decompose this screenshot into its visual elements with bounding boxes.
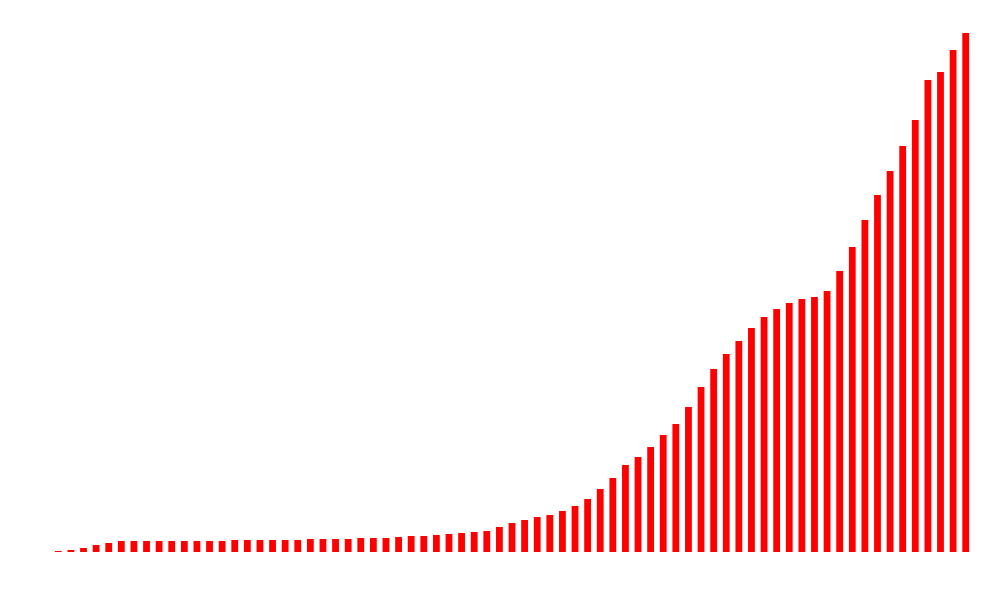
bar xyxy=(143,541,150,552)
bar xyxy=(949,50,957,552)
bar xyxy=(937,72,944,552)
bar xyxy=(710,369,718,552)
bar xyxy=(168,541,176,552)
bar xyxy=(899,146,907,552)
bar xyxy=(206,541,213,552)
bar xyxy=(798,299,806,552)
bar xyxy=(458,533,465,552)
bar xyxy=(546,515,554,552)
bar xyxy=(622,465,629,552)
bar xyxy=(886,171,894,552)
bar xyxy=(269,540,276,552)
bar xyxy=(382,538,390,552)
bar xyxy=(155,541,163,552)
bar xyxy=(432,535,440,552)
bar xyxy=(80,548,87,552)
bar xyxy=(306,539,314,552)
bar xyxy=(609,478,617,552)
bar xyxy=(748,328,755,552)
bar xyxy=(672,424,680,552)
bar xyxy=(357,538,365,552)
bar xyxy=(256,540,264,552)
bar xyxy=(92,545,100,552)
bar xyxy=(559,511,566,552)
bar xyxy=(294,540,302,552)
bar xyxy=(508,523,516,552)
bar xyxy=(67,550,75,552)
bar xyxy=(911,120,919,552)
bar xyxy=(659,435,667,552)
bar xyxy=(836,271,844,552)
bar xyxy=(848,247,856,552)
bar xyxy=(193,541,201,552)
bar xyxy=(811,297,818,552)
bar xyxy=(785,303,793,552)
bar xyxy=(243,540,251,552)
bar xyxy=(407,536,415,552)
bar xyxy=(470,532,478,552)
bar xyxy=(924,80,932,552)
bar xyxy=(445,534,453,552)
bar xyxy=(319,539,327,552)
bar xyxy=(823,291,831,552)
bar xyxy=(281,540,289,552)
bar xyxy=(521,520,529,552)
bar xyxy=(105,543,113,552)
bar xyxy=(697,387,705,552)
bar xyxy=(760,317,768,552)
bar xyxy=(231,540,239,552)
bar xyxy=(735,341,743,552)
bar xyxy=(962,33,970,552)
bar xyxy=(420,536,428,552)
bar xyxy=(483,531,491,552)
bar xyxy=(369,538,377,552)
bar xyxy=(722,354,730,552)
bar xyxy=(332,539,339,552)
bar xyxy=(180,541,188,552)
bar xyxy=(571,506,579,552)
bar xyxy=(773,309,781,552)
bar xyxy=(533,517,541,552)
bar xyxy=(117,541,125,552)
bar xyxy=(685,407,692,552)
bar xyxy=(647,447,655,552)
bar xyxy=(634,457,642,552)
bar xyxy=(54,551,62,552)
bar xyxy=(344,539,352,552)
bar xyxy=(495,527,503,552)
bar xyxy=(861,220,869,552)
bar xyxy=(395,537,402,552)
bar xyxy=(130,541,138,552)
bar xyxy=(596,489,604,552)
bar xyxy=(218,541,226,552)
bar xyxy=(874,195,881,552)
bar xyxy=(584,499,592,552)
